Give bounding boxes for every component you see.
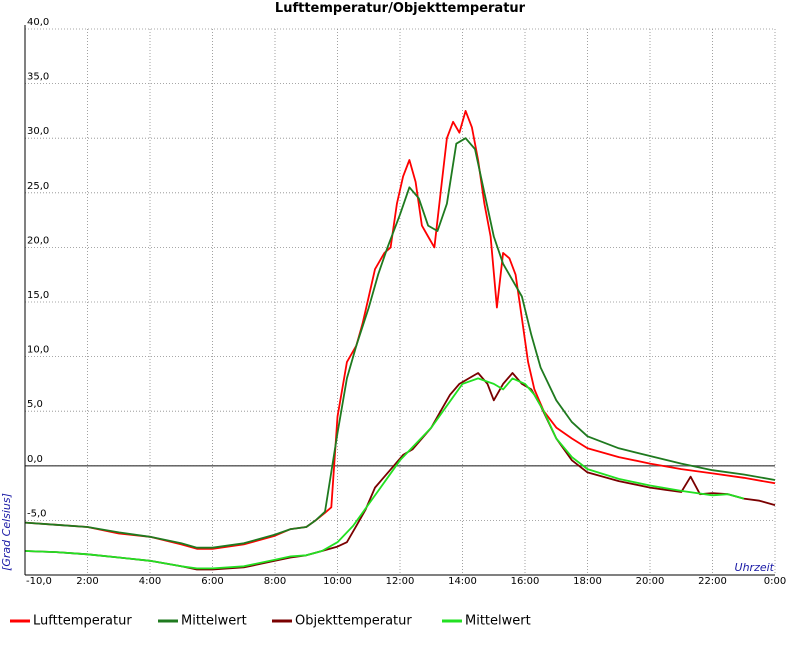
legend-label: Mittelwert bbox=[465, 614, 531, 629]
x-tick-label: 4:00 bbox=[139, 576, 161, 587]
series-line-4 bbox=[24, 377, 745, 570]
legend-label: Mittelwert bbox=[181, 614, 247, 629]
y-tick-label: 10,0 bbox=[27, 345, 49, 356]
x-tick-label: 16:00 bbox=[511, 576, 540, 587]
y-tick-label: 40,0 bbox=[27, 17, 49, 28]
y-tick-label: 0,0 bbox=[27, 454, 43, 465]
x-tick-label: 22:00 bbox=[698, 576, 727, 587]
x-tick-label: -10,0 bbox=[26, 576, 52, 587]
chart-title: Lufttemperatur/Objekttemperatur bbox=[275, 1, 526, 16]
x-tick-label: 10:00 bbox=[323, 576, 352, 587]
y-tick-label: 25,0 bbox=[27, 181, 49, 192]
legend-label: Objekttemperatur bbox=[295, 614, 412, 629]
y-tick-label: 20,0 bbox=[27, 235, 49, 246]
axes bbox=[24, 25, 775, 576]
x-tick-label: 6:00 bbox=[201, 576, 223, 587]
series-line-2 bbox=[24, 137, 776, 549]
tick-labels: 40,0 35,0 30,0 25,0 20,0 15,0 10,0 5,0 0,0 -5,0 -1… bbox=[26, 17, 786, 587]
y-tick-label: 15,0 bbox=[27, 290, 49, 301]
y-tick-label: 30,0 bbox=[27, 126, 49, 137]
x-tick-label: 2:00 bbox=[76, 576, 98, 587]
grid bbox=[24, 28, 776, 575]
y-tick-label: 35,0 bbox=[27, 72, 49, 83]
x-tick-label: 14:00 bbox=[448, 576, 477, 587]
x-tick-label: 8:00 bbox=[264, 576, 286, 587]
x-tick-label: 18:00 bbox=[573, 576, 602, 587]
x-tick-label: 12:00 bbox=[386, 576, 415, 587]
y-tick-label: -5,0 bbox=[27, 508, 47, 519]
legend: Lufttemperatur Mittelwert Objekttemperatur… bbox=[10, 614, 531, 629]
legend-label: Lufttemperatur bbox=[33, 614, 132, 629]
x-tick-label: 0:00 bbox=[764, 576, 786, 587]
x-tick-label: 20:00 bbox=[636, 576, 665, 587]
x-axis-label: Uhrzeit bbox=[735, 561, 775, 574]
y-tick-label: 5,0 bbox=[27, 399, 43, 410]
series-line-3 bbox=[24, 372, 776, 571]
y-axis-label: [Grad Celsius] bbox=[0, 493, 13, 571]
series-lines bbox=[24, 110, 776, 571]
